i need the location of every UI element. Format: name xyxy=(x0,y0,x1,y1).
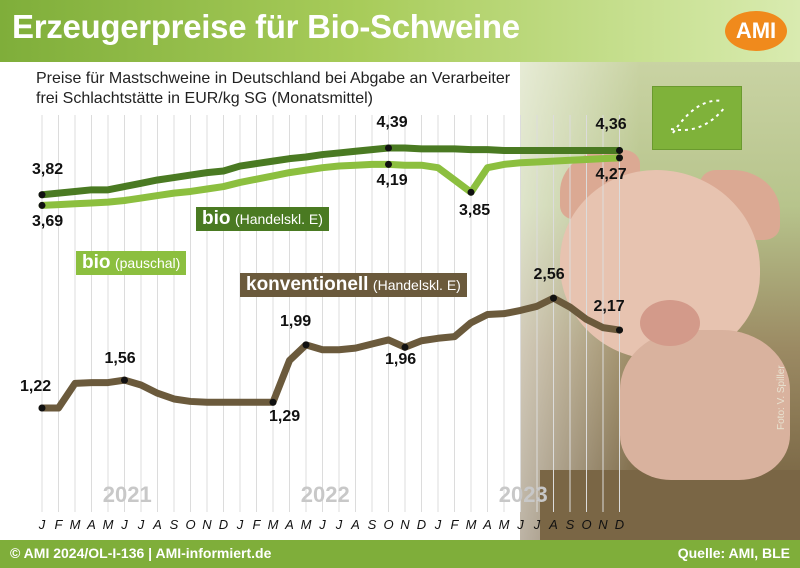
point-marker xyxy=(385,144,392,152)
eu-organic-logo xyxy=(652,86,742,150)
data-label: 1,99 xyxy=(280,312,312,330)
price-line-chart xyxy=(38,115,623,512)
month-tick-label: J xyxy=(533,517,541,532)
month-tick-label: S xyxy=(565,517,575,532)
subtitle-line-1: Preise für Mastschweine in Deutschland b… xyxy=(36,70,511,87)
month-tick-label: O xyxy=(383,517,394,532)
series-tag-bio-pauschal: bio (pauschal) xyxy=(76,251,187,275)
data-label: 1,96 xyxy=(385,351,417,369)
chart-series-lines xyxy=(38,144,623,412)
series-name: konventionell xyxy=(246,274,369,295)
month-tick-label: M xyxy=(300,517,312,532)
month-tick-label: A xyxy=(351,517,360,532)
chart-point-markers xyxy=(38,144,623,412)
data-label: 4,19 xyxy=(376,172,408,190)
month-tick-label: A xyxy=(285,517,294,532)
year-label: 2023 xyxy=(498,482,548,507)
point-marker xyxy=(616,154,623,162)
year-label: 2021 xyxy=(102,482,152,507)
month-tick-label: A xyxy=(87,517,96,532)
subtitle-line-2: frei Schlachtstätte in EUR/kg SG (Monats… xyxy=(36,90,373,107)
month-tick-label: M xyxy=(465,517,477,532)
month-tick-label: J xyxy=(121,517,128,532)
series-line-bio-pauschal xyxy=(38,154,623,209)
point-marker xyxy=(38,191,46,199)
data-label: 2,17 xyxy=(593,298,625,316)
month-tick-label: S xyxy=(367,517,377,532)
data-label: 1,29 xyxy=(269,408,301,426)
year-label: 2022 xyxy=(300,482,350,507)
month-tick-label: F xyxy=(450,517,459,532)
footer-copyright: © AMI 2024/OL-I-136 | AMI-informiert.de xyxy=(10,545,272,561)
point-marker xyxy=(616,326,623,334)
eu-leaf-icon xyxy=(670,99,726,134)
month-tick-label: S xyxy=(169,517,179,532)
pig-body xyxy=(620,330,790,480)
month-tick-label: N xyxy=(598,517,608,532)
series-tag-bio-handelskl: bio (Handelskl. E) xyxy=(196,207,329,231)
month-tick-label: J xyxy=(335,517,343,532)
point-marker xyxy=(38,201,46,209)
month-tick-label: J xyxy=(319,517,326,532)
point-marker xyxy=(385,160,392,168)
month-tick-label: F xyxy=(54,517,63,532)
series-line-konventionell xyxy=(38,294,623,412)
series-name: bio xyxy=(82,252,111,273)
footer-bar xyxy=(0,540,800,568)
month-tick-label: J xyxy=(236,517,244,532)
photo-credit: Foto: V. Spiller xyxy=(776,365,787,430)
point-marker xyxy=(616,146,623,154)
data-label: 4,36 xyxy=(595,116,627,134)
series-suffix: (pauschal) xyxy=(114,255,181,271)
month-tick-label: N xyxy=(202,517,212,532)
month-tick-label: O xyxy=(185,517,196,532)
month-tick-label: A xyxy=(153,517,162,532)
point-marker xyxy=(302,341,310,349)
month-tick-label: M xyxy=(69,517,81,532)
data-label: 3,85 xyxy=(459,202,491,220)
month-tick-label: D xyxy=(416,517,427,532)
month-tick-label: J xyxy=(517,517,524,532)
data-label: 2,56 xyxy=(533,266,565,284)
data-label: 1,56 xyxy=(104,350,136,368)
ami-logo: AMI xyxy=(725,11,787,51)
chart-subtitle: Preise für Mastschweine in Deutschland b… xyxy=(36,69,510,109)
month-tick-label: N xyxy=(400,517,410,532)
point-marker xyxy=(550,294,557,302)
month-tick-label: F xyxy=(252,517,261,532)
footer-source: Quelle: AMI, BLE xyxy=(677,545,790,561)
point-marker xyxy=(467,188,475,196)
series-tag-konventionell: konventionell (Handelskl. E) xyxy=(240,273,467,297)
pig-snout xyxy=(640,300,700,346)
month-tick-label: A xyxy=(483,517,492,532)
series-line-bio-handelskl xyxy=(38,144,623,199)
title-band xyxy=(0,0,800,62)
month-tick-label: J xyxy=(434,517,442,532)
point-marker xyxy=(401,343,409,351)
point-marker xyxy=(269,398,277,406)
data-label: 4,27 xyxy=(595,165,627,183)
data-label: 3,69 xyxy=(32,213,64,231)
data-label: 3,82 xyxy=(32,160,64,178)
month-tick-label: A xyxy=(549,517,558,532)
point-marker xyxy=(121,376,128,384)
month-tick-label: D xyxy=(614,517,625,532)
month-tick-label: M xyxy=(267,517,279,532)
month-tick-label: M xyxy=(498,517,510,532)
data-label: 1,22 xyxy=(20,378,52,395)
month-tick-label: J xyxy=(137,517,145,532)
month-tick-label: O xyxy=(581,517,592,532)
data-label: 4,39 xyxy=(376,114,408,131)
series-suffix: (Handelskl. E) xyxy=(234,211,323,227)
chart-gridlines xyxy=(41,115,620,512)
month-tick-label: M xyxy=(102,517,114,532)
series-name: bio xyxy=(202,208,231,229)
chart-title: Erzeugerpreise für Bio-Schweine xyxy=(12,8,520,45)
month-tick-label: D xyxy=(218,517,229,532)
photo-ground xyxy=(540,470,800,540)
series-suffix: (Handelskl. E) xyxy=(372,277,461,293)
month-tick-label: J xyxy=(38,517,46,532)
point-marker xyxy=(38,404,46,412)
